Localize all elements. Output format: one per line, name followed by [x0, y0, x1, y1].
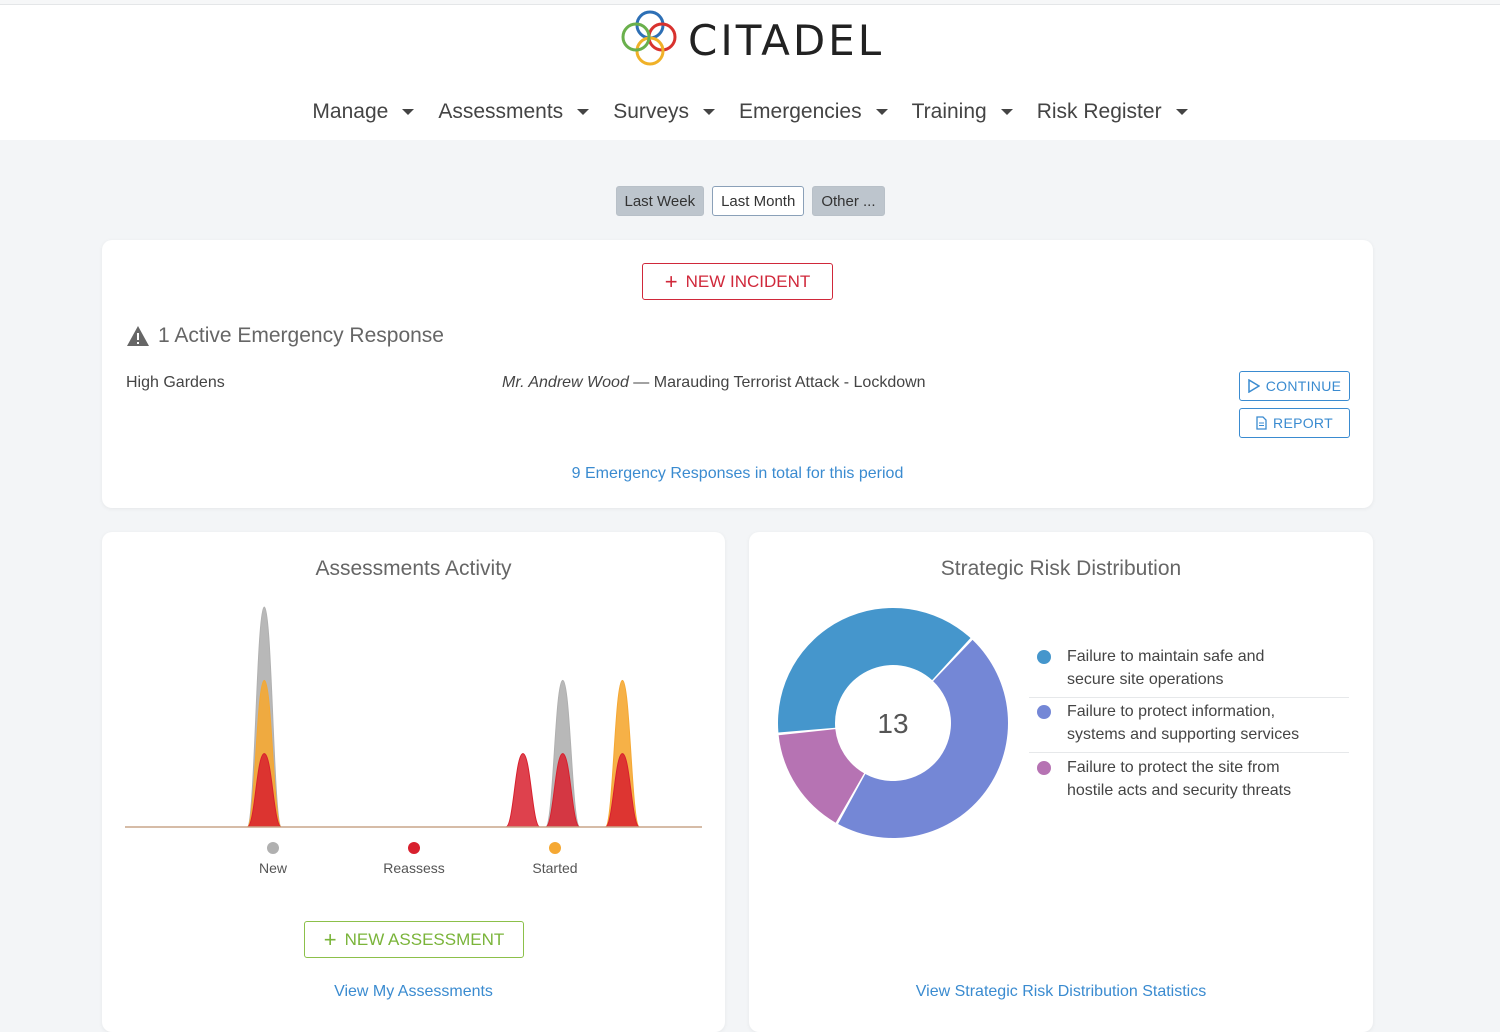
- caret-down-icon: [1000, 109, 1013, 115]
- risk-title: Strategic Risk Distribution: [940, 557, 1182, 580]
- caret-down-icon: [577, 109, 590, 115]
- area-peak-reassess: [545, 753, 581, 828]
- nav-risk-register[interactable]: Risk Register: [1037, 100, 1188, 124]
- top-border: [0, 0, 1500, 5]
- legend-dot: [549, 842, 561, 854]
- area-peak-reassess: [604, 753, 640, 828]
- area-peak-reassess: [505, 753, 541, 828]
- view-risk-statistics-link[interactable]: View Strategic Risk Distribution Statist…: [915, 983, 1207, 1000]
- emergency-person: Mr. Andrew Wood: [502, 374, 629, 391]
- emergency-site: High Gardens: [126, 374, 225, 391]
- emergency-card: + NEW INCIDENT 1 Active Emergency Respon…: [102, 240, 1373, 508]
- legend-item-new[interactable]: New: [233, 842, 313, 876]
- nav-label: Training: [911, 100, 987, 123]
- separator: —: [628, 374, 654, 391]
- document-icon: [1256, 416, 1267, 430]
- risk-legend-item: Failure to maintain safe and secure site…: [1029, 645, 1349, 698]
- nav-label: Assessments: [438, 100, 564, 123]
- donut-slice-2[interactable]: [838, 639, 1008, 838]
- legend-label: New: [258, 860, 287, 876]
- continue-label: CONTINUE: [1265, 378, 1342, 394]
- caret-down-icon: [875, 109, 888, 115]
- other-period-button[interactable]: Other ...: [812, 186, 885, 216]
- plus-icon: +: [664, 268, 678, 294]
- nav-label: Risk Register: [1036, 100, 1162, 123]
- legend-item-started[interactable]: Started: [515, 842, 595, 876]
- active-emergency-title: 1 Active Emergency Response: [158, 324, 444, 347]
- area-peak-reassess: [246, 753, 282, 828]
- plus-icon: +: [323, 926, 337, 952]
- donut-slice-3[interactable]: [778, 729, 865, 823]
- main-nav: Manage Assessments Surveys Emergencies T…: [0, 100, 1500, 124]
- brand-name: CITADEL: [688, 15, 885, 65]
- caret-down-icon: [1175, 109, 1188, 115]
- risk-legend-item: Failure to protect information, systems …: [1029, 700, 1349, 753]
- nav-assessments[interactable]: Assessments: [438, 100, 590, 124]
- nav-label: Manage: [312, 100, 389, 123]
- donut-slice-1[interactable]: [778, 608, 971, 733]
- new-assessment-button[interactable]: + NEW ASSESSMENT: [304, 921, 524, 958]
- assessments-activity-chart: [125, 606, 702, 828]
- app-header: CITADEL Manage Assessments Surveys Emerg…: [0, 5, 1500, 140]
- report-button[interactable]: REPORT: [1239, 408, 1350, 438]
- new-incident-label: NEW INCIDENT: [685, 271, 811, 291]
- legend-dot: [408, 842, 420, 854]
- risk-card: Strategic Risk Distribution 13 Failure t…: [749, 532, 1373, 1032]
- risk-legend-item: Failure to protect the site from hostile…: [1029, 756, 1349, 802]
- legend-label: hostile acts and security threats: [1067, 782, 1292, 799]
- legend-label: Failure to maintain safe and: [1067, 648, 1265, 665]
- active-emergency-heading: 1 Active Emergency Response: [126, 324, 444, 348]
- report-label: REPORT: [1273, 415, 1333, 431]
- play-icon: [1247, 379, 1260, 393]
- brand-logo[interactable]: CITADEL: [616, 5, 884, 75]
- nav-training[interactable]: Training: [912, 100, 1013, 124]
- emergency-total-link[interactable]: 9 Emergency Responses in total for this …: [571, 465, 904, 482]
- nav-manage[interactable]: Manage: [312, 100, 415, 124]
- legend-label: Failure to protect information,: [1067, 703, 1276, 720]
- caret-down-icon: [402, 109, 415, 115]
- nav-label: Surveys: [613, 100, 690, 123]
- last-month-button[interactable]: Last Month: [712, 186, 805, 216]
- emergency-description: Mr. Andrew Wood — Marauding Terrorist At…: [502, 374, 926, 392]
- emergency-type: Marauding Terrorist Attack - Lockdown: [653, 374, 926, 391]
- period-selector: Last Week Last Month Other ...: [0, 186, 1500, 216]
- nav-label: Emergencies: [739, 100, 862, 123]
- new-incident-button[interactable]: + NEW INCIDENT: [642, 263, 833, 300]
- legend-label: Started: [532, 860, 578, 876]
- legend-label: systems and supporting services: [1067, 726, 1300, 743]
- continue-button[interactable]: CONTINUE: [1239, 371, 1350, 401]
- new-assessment-label: NEW ASSESSMENT: [344, 929, 505, 949]
- legend-label: secure site operations: [1067, 671, 1224, 688]
- nav-emergencies[interactable]: Emergencies: [739, 100, 888, 124]
- legend-dot: [267, 842, 279, 854]
- risk-donut-chart: 13: [778, 608, 1008, 838]
- citadel-logo-icon: [621, 10, 677, 66]
- donut-center-total: 13: [877, 708, 908, 739]
- warning-icon: [127, 326, 149, 346]
- legend-item-reassess[interactable]: Reassess: [374, 842, 454, 876]
- legend-dot: [1037, 650, 1051, 664]
- legend-dot: [1037, 761, 1051, 775]
- last-week-button[interactable]: Last Week: [615, 186, 705, 216]
- legend-label: Reassess: [383, 860, 445, 876]
- legend-label: Failure to protect the site from: [1067, 759, 1280, 776]
- caret-down-icon: [703, 109, 716, 115]
- assessments-title: Assessments Activity: [315, 557, 512, 580]
- legend-dot: [1037, 705, 1051, 719]
- assessments-card: Assessments Activity New Reassess Started …: [102, 532, 725, 1032]
- view-my-assessments-link[interactable]: View My Assessments: [334, 983, 493, 1000]
- nav-surveys[interactable]: Surveys: [613, 100, 716, 124]
